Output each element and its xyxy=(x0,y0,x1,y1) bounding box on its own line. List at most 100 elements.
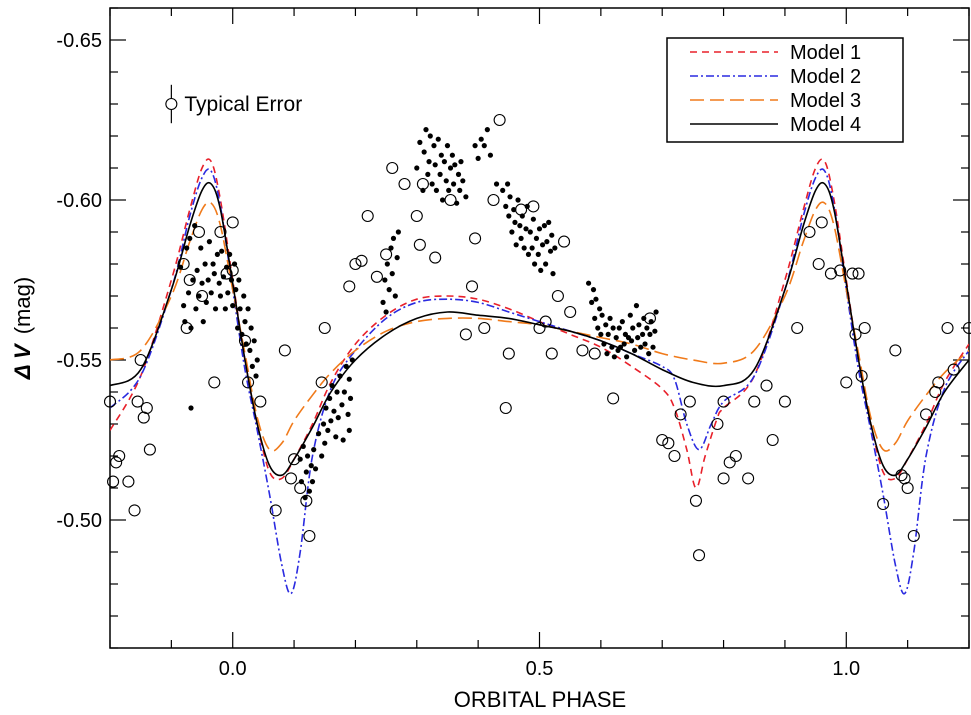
open-circle-point xyxy=(717,472,730,485)
filled-point xyxy=(206,239,212,245)
filled-point xyxy=(182,319,188,325)
open-circle-point xyxy=(947,363,960,376)
filled-point xyxy=(544,239,550,245)
filled-point xyxy=(298,479,305,485)
open-circle-point xyxy=(545,347,558,360)
filled-point xyxy=(216,280,222,286)
filled-point xyxy=(423,127,429,133)
filled-point xyxy=(609,344,615,350)
filled-point xyxy=(451,181,457,187)
filled-point xyxy=(340,437,346,443)
filled-point xyxy=(429,181,435,187)
filled-point xyxy=(616,325,622,331)
x-axis-title: ORBITAL PHASE xyxy=(454,687,626,712)
filled-point xyxy=(650,344,656,350)
filled-point xyxy=(541,223,548,229)
filled-point xyxy=(181,303,187,309)
open-circle-point xyxy=(493,113,506,127)
open-circle-point xyxy=(294,481,307,495)
filled-point xyxy=(487,152,494,158)
open-circle-point xyxy=(895,469,908,482)
filled-point xyxy=(644,325,650,331)
filled-point xyxy=(646,351,652,357)
open-circle-point xyxy=(238,334,252,347)
filled-point xyxy=(648,319,654,325)
open-circle-point xyxy=(791,321,804,335)
filled-point xyxy=(384,261,390,267)
filled-point xyxy=(617,344,624,350)
filled-point xyxy=(611,354,617,360)
typical-error-annotation: Typical Error xyxy=(165,84,302,124)
model-2-line xyxy=(110,168,969,595)
filled-point xyxy=(322,440,328,446)
filled-point xyxy=(325,427,331,433)
filled-point xyxy=(249,363,255,369)
open-circle-point xyxy=(361,209,374,223)
filled-point xyxy=(426,159,432,165)
filled-point xyxy=(334,389,340,395)
filled-point xyxy=(607,315,613,321)
filled-point xyxy=(443,178,449,184)
filled-point xyxy=(327,395,333,401)
filled-point xyxy=(550,271,556,277)
filled-point xyxy=(621,341,627,347)
y-axis-unit: (mag) xyxy=(10,277,35,334)
filled-point xyxy=(633,303,640,309)
filled-point xyxy=(478,136,484,142)
filled-point xyxy=(530,216,536,222)
filled-point xyxy=(635,335,641,341)
filled-point xyxy=(538,267,544,273)
open-circle-point xyxy=(607,392,620,405)
y-tick-label: -0.55 xyxy=(56,350,102,372)
filled-point xyxy=(515,197,521,203)
filled-point xyxy=(210,261,216,267)
filled-point xyxy=(253,373,259,379)
legend-label-model-1: Model 1 xyxy=(790,42,861,64)
filled-point xyxy=(533,235,540,241)
filled-point xyxy=(203,299,209,305)
filled-point xyxy=(627,312,633,318)
open-circle-point xyxy=(355,254,368,267)
filled-point xyxy=(194,267,200,273)
open-circle-point xyxy=(177,257,190,271)
filled-point xyxy=(636,322,642,328)
open-circle-point xyxy=(269,504,282,517)
filled-point xyxy=(543,261,549,267)
filled-point xyxy=(652,328,658,334)
open-circle-point xyxy=(140,401,153,415)
filled-point xyxy=(539,242,546,248)
filled-point xyxy=(595,325,601,331)
open-circle-point xyxy=(907,529,920,543)
filled-point xyxy=(323,405,329,411)
filled-point xyxy=(425,171,431,177)
legend-box xyxy=(666,37,904,143)
open-circle-point xyxy=(429,251,442,264)
axis-tick-labels: 0.0 0.5 1.0 -0.65 -0.60 -0.55 -0.50 xyxy=(56,30,860,680)
filled-point xyxy=(527,229,533,235)
open-circle-point xyxy=(413,238,426,251)
typical-error-marker xyxy=(165,97,178,111)
filled-point xyxy=(604,351,610,357)
model-curves xyxy=(110,158,969,595)
filled-point xyxy=(383,309,389,315)
open-circle-point xyxy=(824,267,837,280)
filled-point xyxy=(394,255,400,261)
filled-point xyxy=(220,274,227,280)
filled-point xyxy=(311,447,317,453)
filled-point xyxy=(535,251,541,257)
filled-point xyxy=(245,306,251,312)
filled-point xyxy=(432,162,438,168)
filled-point xyxy=(185,290,192,296)
filled-point xyxy=(219,248,225,254)
filled-point xyxy=(243,341,249,347)
open-circle-point xyxy=(122,475,135,488)
filled-point xyxy=(227,251,233,257)
filled-point xyxy=(511,207,517,213)
open-circle-point xyxy=(128,504,141,517)
filled-point xyxy=(585,280,592,286)
filled-point xyxy=(184,245,190,251)
filled-point xyxy=(199,280,205,286)
open-circle-point xyxy=(803,225,816,239)
filled-point xyxy=(380,299,386,305)
filled-point xyxy=(343,363,349,369)
